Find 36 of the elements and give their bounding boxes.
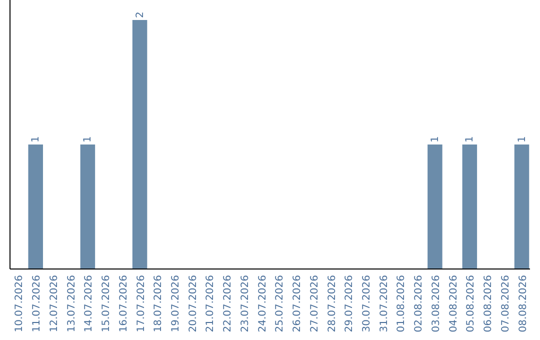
x-tick-label: 14.07.2026 (84, 275, 95, 332)
x-tick-label: 20.07.2026 (188, 275, 199, 332)
x-tick-label: 10.07.2026 (14, 275, 26, 332)
x-tick-label: 21.07.2026 (205, 275, 216, 332)
x-tick-label: 02.08.2026 (414, 275, 425, 332)
x-tick-label: 29.07.2026 (344, 275, 356, 332)
x-tick-label: 01.08.2026 (396, 275, 408, 332)
x-tick-label: 16.07.2026 (118, 275, 130, 332)
x-tick-label: 12.07.2026 (48, 275, 60, 332)
x-tick-label: 22.07.2026 (222, 275, 234, 332)
x-tick-label: 30.07.2026 (361, 275, 372, 332)
x-tick-label: 31.07.2026 (378, 275, 390, 332)
x-tick-label: 17.07.2026 (136, 275, 147, 332)
x-tick-label: 06.08.2026 (483, 275, 494, 332)
data-label: 1 (464, 136, 476, 142)
x-tick-label: 07.08.2026 (500, 275, 512, 332)
x-tick-label: 03.08.2026 (430, 275, 442, 332)
x-tick-label: 13.07.2026 (66, 275, 78, 332)
x-tick-label: 19.07.2026 (170, 275, 182, 332)
data-label: 1 (516, 136, 528, 142)
x-tick-label: 08.08.2026 (518, 275, 529, 332)
data-label: 2 (134, 12, 146, 18)
x-tick-label: 25.07.2026 (274, 275, 286, 332)
x-tick-label: 11.07.2026 (32, 275, 43, 332)
data-label: 1 (82, 136, 94, 142)
x-tick-label: 28.07.2026 (326, 275, 338, 332)
data-label: 1 (30, 136, 42, 142)
x-tick-label: 15.07.2026 (101, 275, 112, 332)
x-tick-label: 27.07.2026 (309, 275, 320, 332)
x-tick-label: 26.07.2026 (292, 275, 304, 332)
x-tick-label: 24.07.2026 (257, 275, 268, 332)
x-tick-label: 05.08.2026 (466, 275, 477, 332)
x-tick-label: 18.07.2026 (153, 275, 164, 332)
data-label: 1 (430, 136, 441, 142)
x-tick-label: 23.07.2026 (240, 275, 251, 332)
x-tick-label: 04.08.2026 (448, 275, 460, 332)
